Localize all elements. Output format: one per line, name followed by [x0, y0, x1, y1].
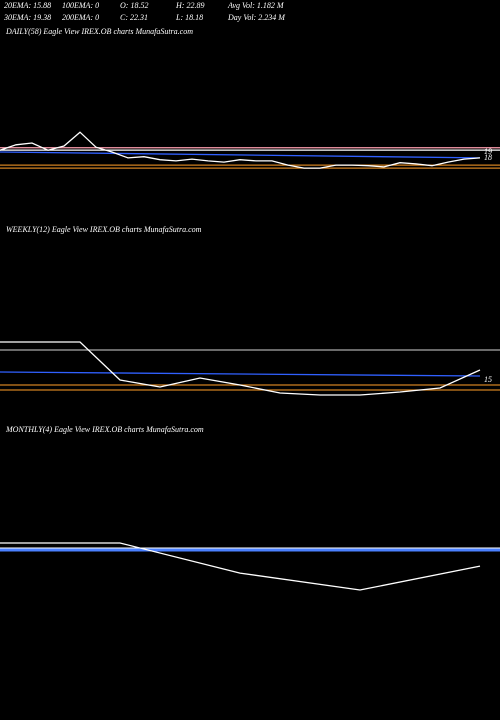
- panel-title: WEEKLY(12) Eagle View IREX.OB charts Mun…: [6, 225, 202, 234]
- header-stat: C: 22.31: [120, 13, 148, 22]
- price-line: [0, 131, 481, 169]
- price-line: [0, 341, 481, 396]
- header-stat: Day Vol: 2.234 M: [227, 13, 286, 22]
- header-stat: 30EMA: 19.38: [3, 13, 51, 22]
- header-stat: 200EMA: 0: [62, 13, 99, 22]
- y-tick-label: 18: [484, 153, 492, 162]
- header-stat: 100EMA: 0: [62, 1, 99, 10]
- y-tick-label: 15: [484, 375, 492, 384]
- panel-title: DAILY(58) Eagle View IREX.OB charts Muna…: [5, 27, 193, 36]
- header-stat: 20EMA: 15.88: [4, 1, 51, 10]
- panel-title: MONTHLY(4) Eagle View IREX.OB charts Mun…: [5, 425, 204, 434]
- price-line: [0, 371, 481, 377]
- header-stat: O: 18.52: [120, 1, 148, 10]
- header-stat: H: 22.89: [175, 1, 204, 10]
- header-stat: Avg Vol: 1.182 M: [227, 1, 285, 10]
- header-stat: L: 18.18: [175, 13, 203, 22]
- price-line: [0, 542, 481, 591]
- y-tick-label: 19: [484, 147, 492, 156]
- price-line: [0, 151, 481, 159]
